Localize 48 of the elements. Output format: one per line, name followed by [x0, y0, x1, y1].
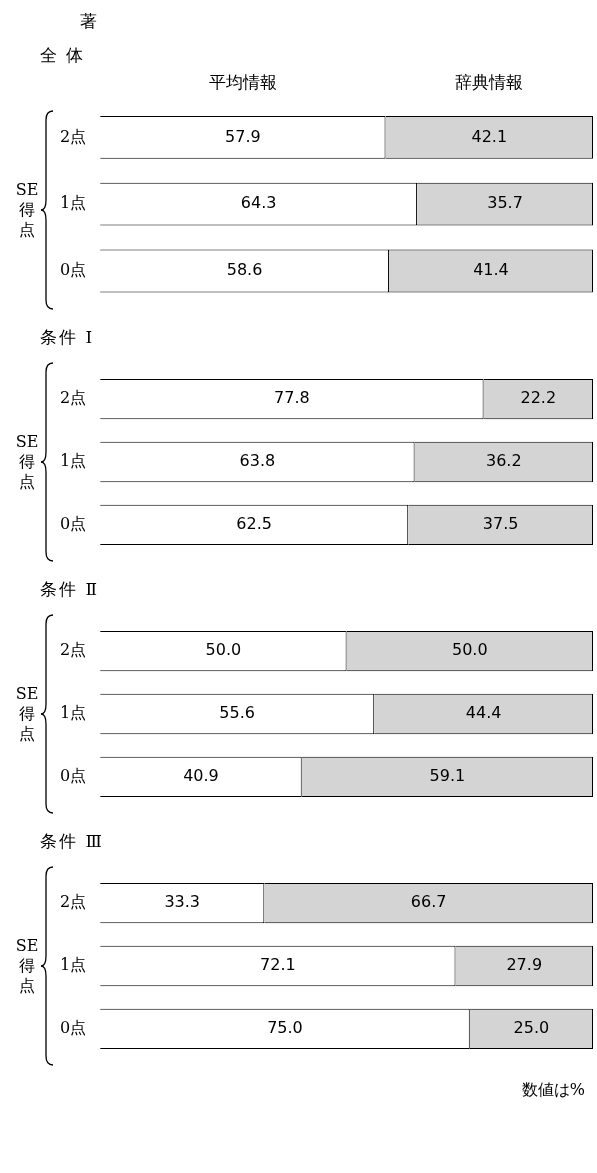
data-label: 37.5	[482, 514, 519, 534]
y-tick-label: 0点	[59, 1018, 87, 1038]
chart-title: 条件 I	[39, 326, 96, 349]
data-label: 25.0	[513, 1018, 550, 1038]
data-label: 59.1	[429, 766, 466, 786]
data-label: 64.3	[240, 193, 277, 213]
data-label: 41.4	[473, 260, 509, 280]
series-label: 平均情報	[208, 72, 277, 93]
y-axis-title: SE得点	[14, 936, 40, 996]
y-axis-title: SE得点	[14, 684, 40, 744]
data-label: 36.2	[485, 451, 522, 471]
data-label: 77.8	[274, 388, 310, 408]
data-label: 75.0	[267, 1018, 303, 1038]
data-label: 72.1	[260, 955, 296, 975]
y-axis-title: SE得点	[14, 180, 40, 240]
data-label: 40.9	[183, 766, 219, 786]
y-tick-label: 1点	[59, 703, 87, 723]
data-label: 66.7	[410, 892, 447, 912]
y-tick-label: 0点	[59, 514, 87, 534]
text: 著	[79, 10, 98, 33]
data-label: 42.1	[471, 126, 508, 146]
data-label: 44.4	[465, 703, 502, 723]
y-tick-label: 0点	[59, 766, 87, 786]
data-label: 62.5	[236, 514, 272, 534]
y-tick-label: 2点	[59, 640, 87, 660]
data-label: 27.9	[506, 955, 543, 975]
y-axis-title: SE得点	[14, 432, 40, 492]
data-label: 50.0	[451, 640, 488, 660]
data-label: 33.3	[164, 892, 201, 912]
chart-title: 条件 Ⅲ	[39, 830, 105, 853]
y-tick-label: 1点	[59, 451, 87, 471]
data-label: 58.6	[226, 260, 263, 280]
chart-title: 全 体	[39, 44, 87, 67]
data-label: 63.8	[239, 451, 276, 471]
y-tick-label: 1点	[59, 955, 87, 975]
y-tick-label: 1点	[59, 193, 87, 213]
text: 数値は%	[520, 1079, 586, 1101]
data-label: 22.2	[520, 388, 557, 408]
y-tick-label: 2点	[59, 126, 87, 146]
y-tick-label: 0点	[59, 260, 87, 280]
data-label: 57.9	[225, 126, 261, 146]
data-label: 50.0	[205, 640, 242, 660]
data-label: 55.6	[219, 703, 255, 723]
series-label: 辞典情報	[455, 72, 524, 93]
y-tick-label: 2点	[59, 892, 87, 912]
y-tick-label: 2点	[59, 388, 87, 408]
data-label: 35.7	[487, 193, 523, 213]
chart-title: 条件 Ⅱ	[39, 578, 100, 601]
